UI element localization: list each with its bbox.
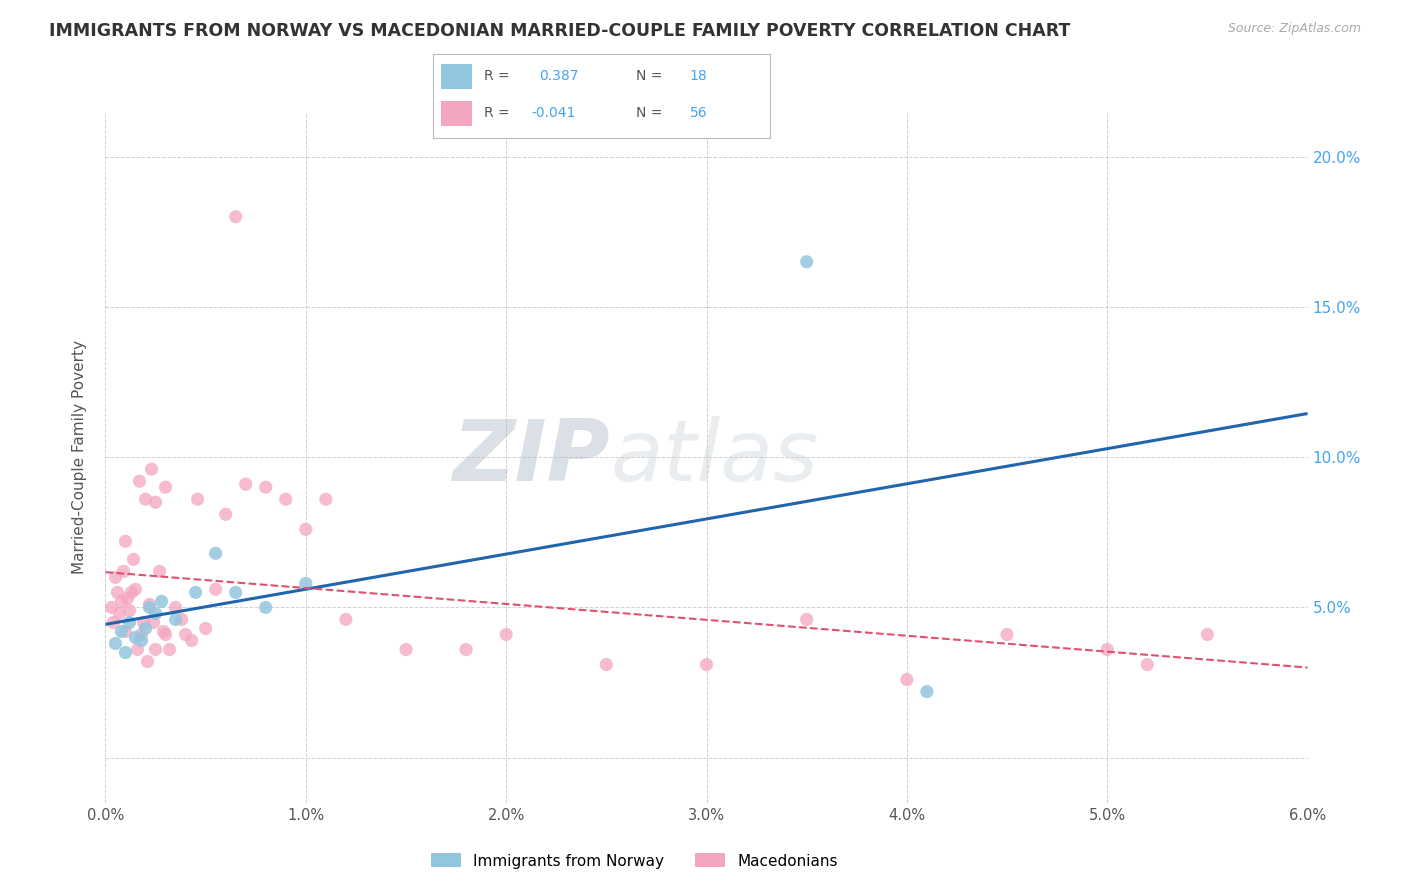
Point [204, 582, 226, 597]
Point [138, 600, 160, 615]
Point [110, 624, 132, 639]
Point [335, 612, 357, 626]
Legend: Immigrants from Norway, Macedonians: Immigrants from Norway, Macedonians [425, 847, 845, 875]
Point [315, 492, 337, 507]
Point [127, 642, 149, 657]
Point [150, 594, 173, 608]
Text: N =: N = [636, 106, 662, 120]
Point [131, 627, 153, 641]
FancyBboxPatch shape [441, 63, 472, 89]
Point [155, 627, 177, 641]
Point [148, 565, 170, 579]
Text: atlas: atlas [610, 416, 818, 499]
Point [214, 508, 236, 522]
Point [1197, 627, 1219, 641]
Point [454, 642, 477, 657]
Point [155, 480, 177, 494]
Point [896, 673, 918, 687]
Point [121, 585, 143, 599]
Point [152, 624, 174, 639]
Point [114, 534, 136, 549]
Point [142, 615, 165, 630]
Text: 56: 56 [689, 106, 707, 120]
Point [114, 624, 136, 639]
Point [184, 585, 207, 599]
Point [107, 585, 129, 599]
Point [117, 591, 139, 606]
Point [104, 570, 127, 584]
Point [128, 474, 150, 488]
Point [103, 615, 125, 630]
Point [100, 600, 122, 615]
Point [274, 492, 297, 507]
Point [170, 612, 193, 626]
Point [187, 492, 209, 507]
Point [124, 631, 146, 645]
Point [995, 627, 1018, 641]
Point [145, 495, 167, 509]
Point [112, 565, 135, 579]
Point [174, 627, 197, 641]
Point [235, 477, 257, 491]
Point [138, 598, 160, 612]
Point [1097, 642, 1119, 657]
FancyBboxPatch shape [441, 101, 472, 127]
Text: ZIP: ZIP [453, 416, 610, 499]
Point [254, 480, 277, 494]
Point [796, 612, 818, 626]
Text: Source: ZipAtlas.com: Source: ZipAtlas.com [1227, 22, 1361, 36]
Point [145, 642, 167, 657]
Point [114, 646, 136, 660]
Point [495, 627, 517, 641]
Point [180, 633, 202, 648]
Point [159, 642, 181, 657]
Point [204, 546, 226, 560]
Point [122, 552, 145, 566]
Text: R =: R = [484, 69, 509, 83]
Point [294, 576, 316, 591]
Y-axis label: Married-Couple Family Poverty: Married-Couple Family Poverty [72, 340, 87, 574]
Point [136, 655, 159, 669]
Point [254, 600, 277, 615]
Point [145, 607, 167, 621]
Point [915, 684, 938, 698]
Point [294, 522, 316, 536]
Point [135, 622, 157, 636]
Point [132, 615, 155, 630]
Point [165, 612, 187, 626]
Point [110, 594, 132, 608]
Text: IMMIGRANTS FROM NORWAY VS MACEDONIAN MARRIED-COUPLE FAMILY POVERTY CORRELATION C: IMMIGRANTS FROM NORWAY VS MACEDONIAN MAR… [49, 22, 1070, 40]
Point [141, 462, 163, 476]
Point [225, 585, 247, 599]
Point [796, 254, 818, 268]
Text: R =: R = [484, 106, 509, 120]
Point [135, 492, 157, 507]
Point [165, 600, 187, 615]
Point [194, 622, 217, 636]
Point [395, 642, 418, 657]
Point [104, 636, 127, 650]
Text: 18: 18 [689, 69, 707, 83]
Point [108, 607, 131, 621]
Text: -0.041: -0.041 [531, 106, 575, 120]
Point [1136, 657, 1159, 672]
Point [118, 603, 141, 617]
Point [131, 633, 153, 648]
Point [118, 615, 141, 630]
Point [695, 657, 717, 672]
Point [124, 582, 146, 597]
Point [595, 657, 617, 672]
Point [225, 210, 247, 224]
Text: 0.387: 0.387 [540, 69, 579, 83]
Text: N =: N = [636, 69, 662, 83]
